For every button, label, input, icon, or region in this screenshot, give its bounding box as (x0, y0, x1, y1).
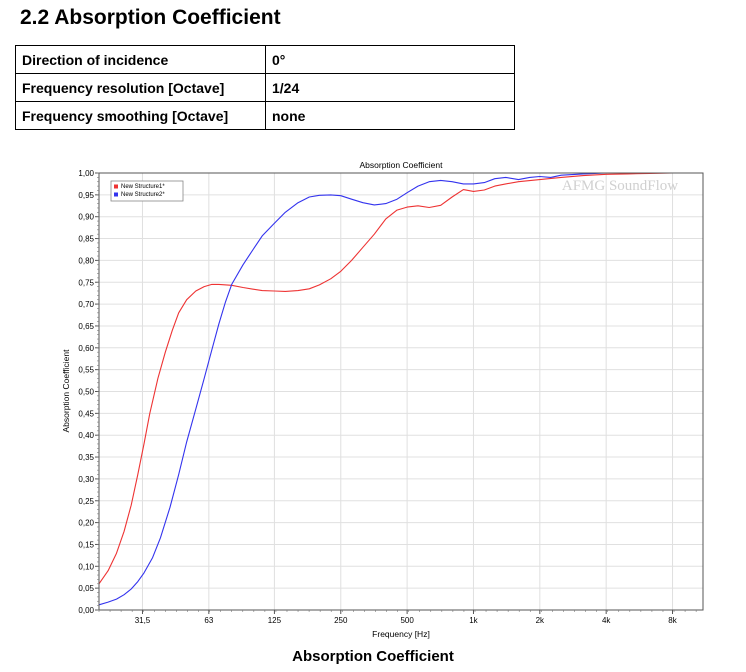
y-tick-label: 0,75 (78, 278, 94, 287)
y-tick-label: 0,65 (78, 322, 94, 331)
param-value: 1/24 (265, 73, 515, 102)
param-value: 0° (265, 45, 515, 74)
y-tick-label: 0,25 (78, 497, 94, 506)
x-tick-label: 31,5 (135, 616, 151, 625)
table-row: Frequency smoothing [Octave] none (15, 101, 515, 130)
param-label: Direction of incidence (15, 45, 266, 74)
x-tick-label: 4k (602, 616, 611, 625)
series-layer (98, 172, 703, 606)
legend-label: New Structure2* (121, 192, 165, 198)
param-label: Frequency smoothing [Octave] (15, 101, 266, 130)
x-tick-label: 125 (268, 616, 282, 625)
y-tick-label: 0,55 (78, 366, 94, 375)
y-tick-label: 1,00 (78, 169, 94, 178)
y-tick-label: 0,30 (78, 475, 94, 484)
x-axis-label: Frequency [Hz] (372, 629, 430, 639)
y-tick-label: 0,15 (78, 540, 94, 549)
legend-label: New Structure1* (121, 184, 165, 190)
grid (99, 172, 703, 611)
table-row: Frequency resolution [Octave] 1/24 (15, 73, 515, 102)
y-tick-label: 0,40 (78, 431, 94, 440)
y-tick-label: 0,10 (78, 562, 94, 571)
absorption-chart: Absorption Coefficient AFMG SoundFlow 0,… (0, 155, 746, 645)
y-tick-label: 0,35 (78, 453, 94, 462)
axis-ticks: 0,00 0,05 0,10 0,15 0,20 0,25 0,30 0,35 0,40 0,45… (78, 169, 697, 625)
legend: New Structure1* New Structure2* (110, 180, 184, 202)
y-tick-label: 0,90 (78, 213, 94, 222)
watermark: AFMG SoundFlow (562, 178, 678, 194)
section-title: 2.2 Absorption Coefficient (20, 6, 281, 29)
y-tick-label: 0,45 (78, 409, 94, 418)
param-label: Frequency resolution [Octave] (15, 73, 266, 102)
x-tick-label: 500 (400, 616, 414, 625)
x-tick-label: 250 (334, 616, 348, 625)
y-tick-label: 0,70 (78, 300, 94, 309)
parameters-table: Direction of incidence 0° Frequency reso… (15, 45, 515, 130)
legend-swatch (114, 192, 118, 197)
y-tick-label: 0,20 (78, 519, 94, 528)
y-tick-label: 0,95 (78, 191, 94, 200)
y-tick-label: 0,00 (78, 606, 94, 615)
x-tick-label: 8k (668, 616, 677, 625)
x-tick-label: 63 (204, 616, 213, 625)
x-tick-label: 2k (536, 616, 545, 625)
legend-box (110, 180, 184, 202)
y-axis-label: Absorption Coefficient (61, 349, 71, 433)
legend-swatch (114, 184, 118, 189)
series-line (98, 172, 703, 585)
x-tick-label: 1k (469, 616, 478, 625)
table-row: Direction of incidence 0° (15, 45, 515, 74)
figure-caption: Absorption Coefficient (292, 648, 454, 665)
y-tick-label: 0,05 (78, 584, 94, 593)
y-tick-label: 0,80 (78, 256, 94, 265)
y-tick-label: 0,85 (78, 235, 94, 244)
chart-background (0, 155, 746, 645)
series-line (98, 172, 703, 606)
param-value: none (265, 101, 515, 130)
chart-title: Absorption Coefficient (359, 160, 443, 170)
y-tick-label: 0,60 (78, 344, 94, 353)
y-tick-label: 0,50 (78, 388, 94, 397)
